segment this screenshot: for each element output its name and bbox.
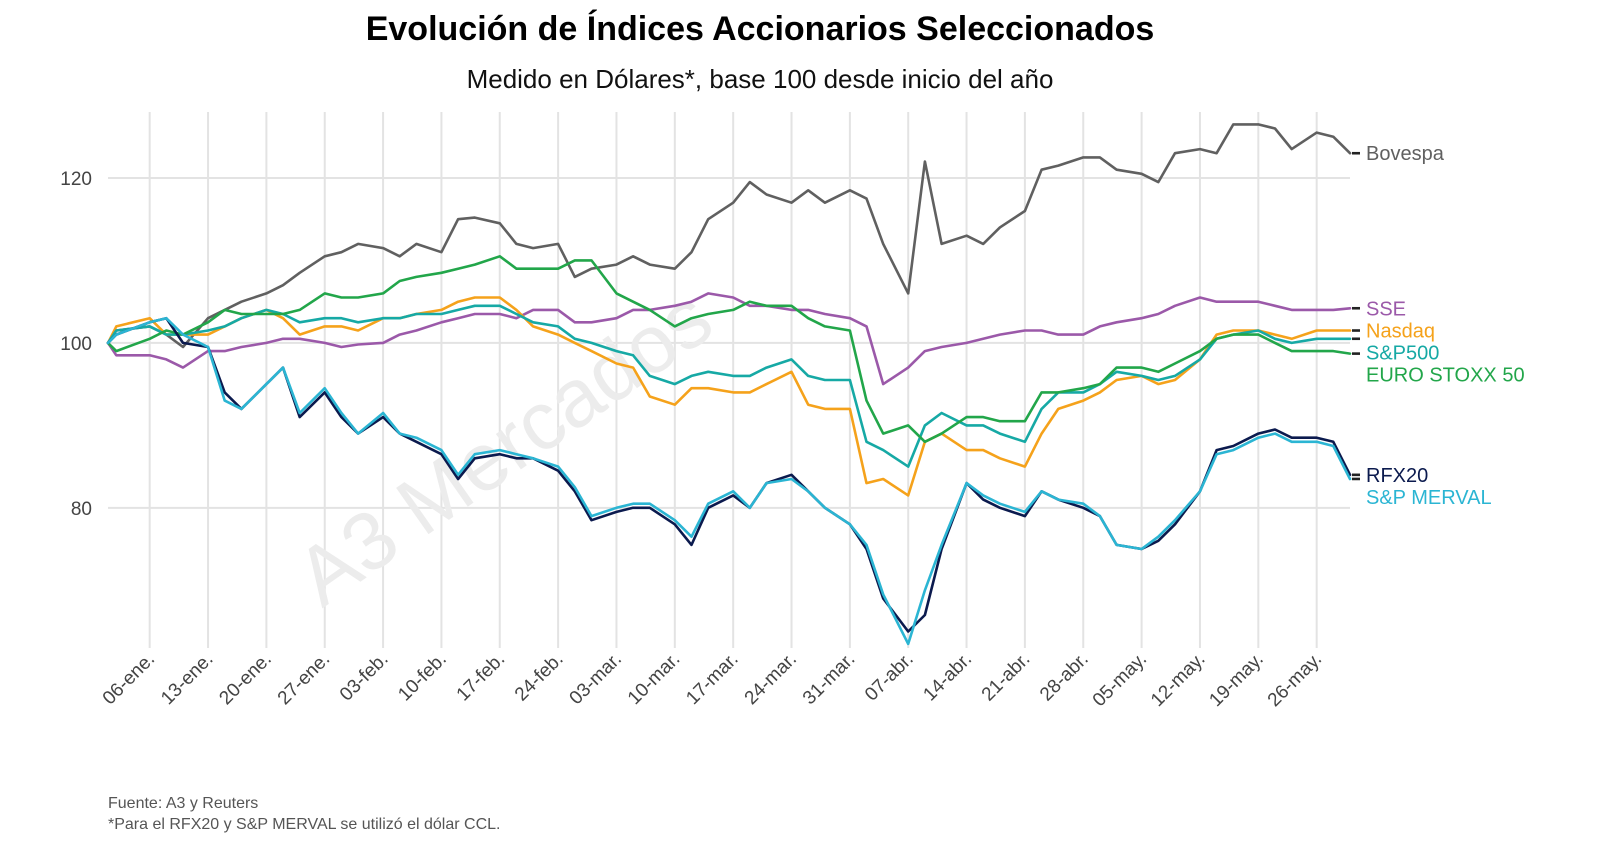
x-tick-label: 12-may. (1147, 649, 1209, 711)
x-tick-label: 17-mar. (682, 649, 742, 709)
x-tick-label: 21-abr. (978, 649, 1035, 706)
x-tick-label: 24-feb. (511, 649, 568, 706)
y-tick-label: 120 (60, 169, 92, 190)
x-tick-label: 13-ene. (157, 649, 217, 709)
series-label: S&P MERVAL (1366, 487, 1492, 509)
series-label: RFX20 (1366, 465, 1428, 487)
series-label: Bovespa (1366, 143, 1445, 165)
x-axis: 06-ene.13-ene.20-ene.27-ene. 03-feb. 10-fe… (99, 649, 1326, 711)
chart-subtitle: Medido en Dólares*, base 100 desde inici… (466, 64, 1054, 94)
chart-title: Evolución de Índices Accionarios Selecci… (365, 10, 1155, 48)
x-tick-label: 07-abr. (861, 649, 918, 706)
x-tick-label: 26-may. (1264, 649, 1326, 711)
x-tick-label: 31-mar. (799, 649, 859, 709)
x-tick-label: 03-mar. (566, 649, 626, 709)
x-tick-label: 14-abr. (919, 649, 976, 706)
series-line (106, 316, 1352, 633)
series-line (106, 292, 1352, 386)
x-tick-label: 06-ene. (99, 649, 159, 709)
x-tick-label: 28-abr. (1036, 649, 1093, 706)
series-label: EURO STOXX 50 (1366, 365, 1525, 387)
ccl-note: *Para el RFX20 y S&P MERVAL se utilizó e… (108, 816, 501, 833)
series-line (106, 304, 1352, 468)
x-tick-label: 27-ene. (274, 649, 334, 709)
x-tick-label: 10-mar. (624, 649, 684, 709)
grid (108, 112, 1350, 648)
x-tick-label: 20-ene. (215, 649, 275, 709)
series-label: Nasdaq (1366, 321, 1435, 343)
x-tick-label: 10-feb. (394, 649, 451, 706)
series-line (106, 123, 1352, 349)
x-tick-label: 03-feb. (336, 649, 393, 706)
series-line (106, 316, 1352, 646)
x-tick-label: 17-feb. (453, 649, 510, 706)
y-axis: 80 100 120 (60, 169, 92, 520)
series-line (106, 296, 1352, 497)
x-tick-label: 05-may. (1089, 649, 1151, 711)
series-label: S&P500 (1366, 343, 1439, 365)
y-tick-label: 80 (71, 499, 92, 520)
watermark: A3 Mercados (280, 272, 728, 624)
source-note: Fuente: A3 y Reuters (108, 795, 259, 812)
series-lines (106, 123, 1360, 646)
y-tick-label: 100 (60, 334, 92, 355)
x-tick-label: 24-mar. (741, 649, 801, 709)
series-label: SSE (1366, 298, 1406, 320)
series-line (106, 254, 1352, 444)
x-tick-label: 19-may. (1205, 649, 1267, 711)
